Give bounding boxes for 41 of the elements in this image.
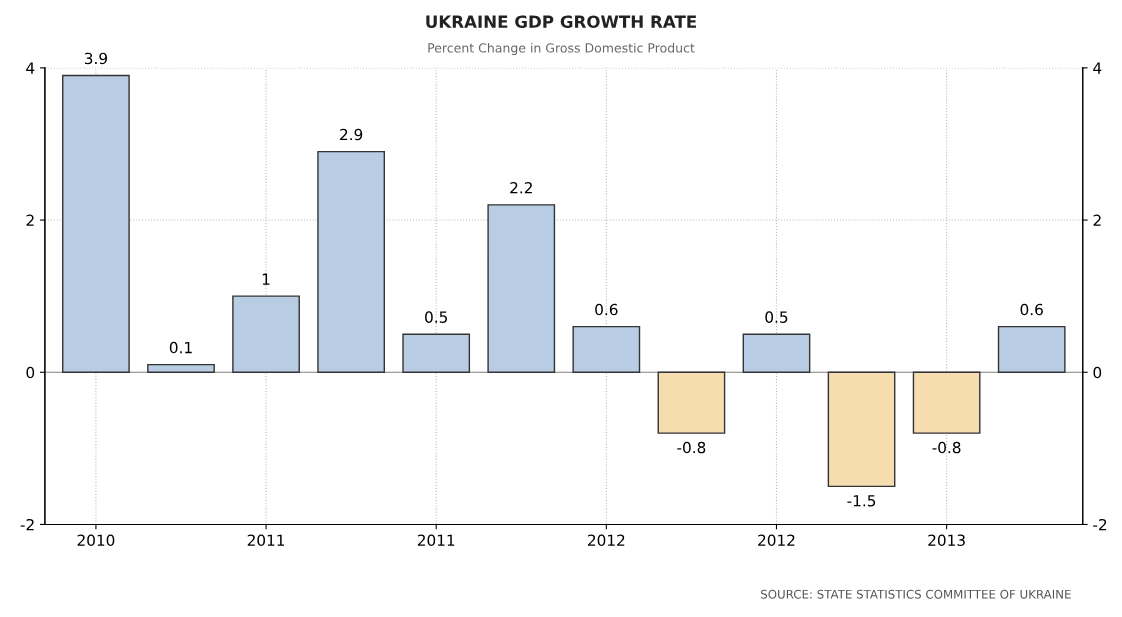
y-tick-label: 2 (26, 214, 34, 226)
bar (62, 74, 130, 373)
data-label: 2.2 (510, 181, 532, 194)
data-label: 1 (262, 273, 270, 285)
bar (232, 295, 300, 373)
source-note: SOURCE: STATE STATISTICS COMMITTEE OF UKRAINE (761, 589, 1071, 599)
y2-tick-label: 4 (1093, 62, 1102, 74)
data-label: -1.5 (847, 495, 876, 507)
data-label: 0.1 (169, 341, 192, 354)
chart-subtitle: Percent Change in Gross Domestic Product (428, 42, 695, 56)
y-tick-label: 0 (26, 366, 35, 379)
chart-title: UKRAINE GDP GROWTH RATE (426, 15, 696, 28)
bar (657, 371, 726, 434)
bar (147, 363, 215, 373)
bar (487, 204, 556, 373)
y2-tick-label: 0 (1093, 366, 1102, 379)
x-tick-label: 2012 (588, 534, 625, 546)
y2-tick-label: 2 (1093, 214, 1101, 226)
y-tick-label: -2 (20, 518, 34, 531)
bar (997, 325, 1066, 373)
data-label: 0.6 (1020, 303, 1043, 316)
x-tick-label: 2013 (928, 534, 965, 546)
y2-tick-label: -2 (1093, 518, 1107, 531)
x-tick-label: 2010 (77, 534, 115, 546)
bar (402, 333, 471, 373)
bar (317, 150, 386, 373)
data-label: 2.9 (340, 128, 363, 141)
data-label: 3.9 (84, 52, 107, 65)
bar (742, 333, 811, 373)
x-tick-label: 2011 (417, 534, 455, 546)
data-label: -0.8 (932, 441, 961, 454)
data-label: 0.5 (765, 311, 788, 323)
x-tick-label: 2011 (247, 534, 285, 546)
bar (912, 371, 981, 434)
bar (572, 325, 641, 373)
data-label: 0.6 (595, 303, 618, 316)
bar (827, 371, 896, 488)
data-label: 0.5 (425, 311, 448, 323)
y-tick-label: 4 (26, 62, 35, 74)
x-tick-label: 2012 (758, 534, 795, 546)
data-label: -0.8 (677, 441, 706, 454)
